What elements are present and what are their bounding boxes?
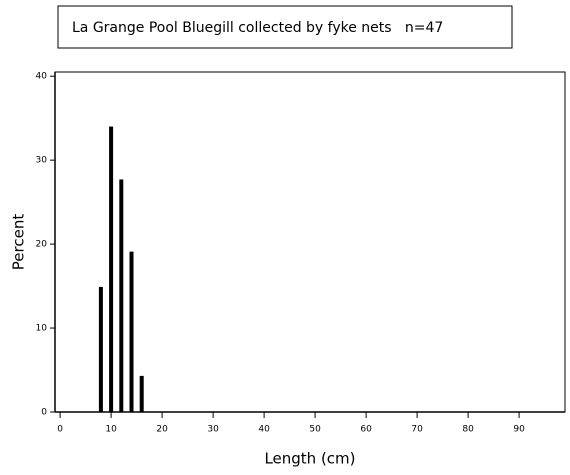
y-tick-label: 30	[36, 156, 48, 166]
y-tick-label: 10	[36, 324, 48, 334]
y-axis-label: Percent	[10, 214, 28, 271]
x-tick-label: 80	[462, 425, 474, 435]
x-tick-label: 50	[309, 425, 321, 435]
x-axis-label: Length (cm)	[264, 450, 355, 468]
chart-title: La Grange Pool Bluegill collected by fyk…	[72, 20, 443, 36]
bar	[109, 126, 114, 412]
x-tick-label: 30	[207, 425, 219, 435]
x-tick-label: 70	[411, 425, 423, 435]
y-tick-label: 20	[36, 240, 48, 250]
x-tick-label: 90	[513, 425, 525, 435]
title-box	[57, 5, 513, 49]
y-tick-label: 0	[41, 408, 47, 418]
bar	[139, 375, 144, 412]
y-tick-label: 40	[36, 72, 48, 82]
bar	[98, 286, 103, 412]
x-tick-label: 20	[156, 425, 168, 435]
bar	[119, 179, 124, 412]
x-tick-label: 10	[105, 425, 117, 435]
bar	[129, 251, 134, 412]
x-tick-label: 60	[360, 425, 372, 435]
x-tick-label: 40	[258, 425, 270, 435]
x-tick-label: 0	[57, 425, 63, 435]
